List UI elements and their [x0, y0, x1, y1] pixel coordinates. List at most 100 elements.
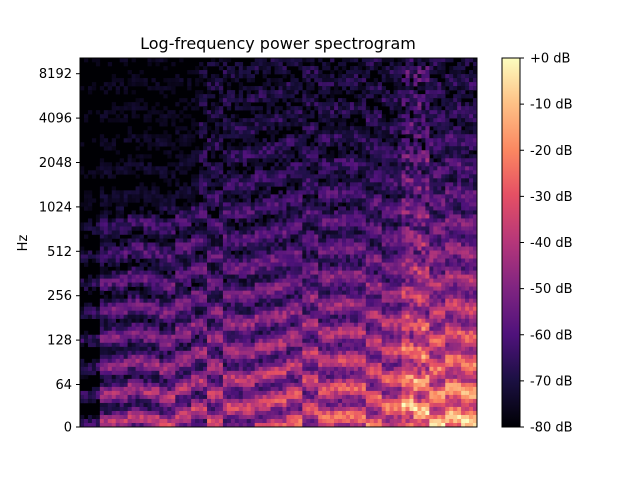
heatmap-cell: [266, 226, 271, 231]
heatmap-cell: [99, 222, 105, 227]
heatmap-cell: [226, 374, 232, 380]
heatmap-cell: [238, 326, 244, 332]
heatmap-cell: [322, 310, 327, 315]
heatmap-cell: [306, 94, 311, 99]
heatmap-cell: [250, 366, 255, 372]
heatmap-cell: [302, 242, 307, 247]
heatmap-cell: [250, 354, 255, 360]
heatmap-cell: [274, 418, 279, 424]
heatmap-cell: [266, 386, 271, 392]
heatmap-cell: [175, 218, 180, 223]
heatmap-cell: [211, 198, 216, 203]
heatmap-cell: [298, 394, 303, 400]
heatmap-cell: [99, 278, 105, 283]
heatmap-cell: [330, 294, 335, 299]
heatmap-cell: [183, 170, 188, 175]
heatmap-cell: [218, 86, 224, 91]
heatmap-cell: [155, 394, 160, 400]
heatmap-cell: [254, 170, 259, 175]
heatmap-cell: [135, 366, 140, 372]
heatmap-cell: [99, 386, 105, 392]
heatmap-cell: [298, 194, 303, 199]
heatmap-cell: [238, 246, 244, 251]
heatmap-cell: [123, 114, 128, 119]
heatmap-cell: [286, 298, 291, 303]
heatmap-cell: [322, 286, 327, 291]
heatmap-cell: [214, 262, 220, 267]
heatmap-cell: [234, 310, 240, 315]
heatmap-cell: [254, 162, 259, 167]
heatmap-cell: [338, 142, 343, 147]
heatmap-cell: [278, 366, 283, 372]
heatmap-cell: [270, 370, 275, 376]
heatmap-cell: [326, 338, 331, 344]
heatmap-cell: [226, 174, 232, 179]
heatmap-cell: [314, 386, 319, 392]
heatmap-cell: [163, 290, 168, 295]
heatmap-cell: [107, 330, 113, 336]
heatmap-cell: [211, 170, 216, 175]
heatmap-cell: [107, 162, 113, 167]
heatmap-cell: [266, 390, 271, 396]
heatmap-cell: [131, 282, 136, 287]
heatmap-cell: [306, 274, 311, 279]
heatmap-cell: [258, 250, 263, 255]
heatmap-cell: [322, 210, 327, 215]
heatmap-cell: [230, 378, 236, 384]
heatmap-cell: [298, 210, 303, 215]
heatmap-cell: [226, 414, 232, 420]
heatmap-cell: [139, 366, 144, 372]
heatmap-cell: [214, 282, 220, 287]
heatmap-cell: [238, 106, 244, 111]
heatmap-cell: [326, 158, 331, 163]
heatmap-cell: [294, 210, 299, 215]
heatmap-cell: [226, 342, 232, 348]
heatmap-cell: [286, 390, 291, 396]
heatmap-cell: [87, 86, 93, 91]
heatmap-cell: [195, 322, 200, 328]
heatmap-cell: [87, 422, 93, 427]
heatmap-cell: [111, 414, 117, 420]
heatmap-cell: [278, 114, 283, 119]
heatmap-cell: [226, 294, 232, 299]
heatmap-cell: [322, 86, 327, 91]
heatmap-cell: [242, 366, 248, 372]
heatmap-cell: [286, 358, 291, 364]
heatmap-cell: [143, 138, 148, 143]
heatmap-cell: [338, 226, 343, 231]
heatmap-cell: [266, 90, 271, 95]
heatmap-cell: [342, 222, 347, 227]
heatmap-cell: [238, 74, 244, 79]
heatmap-cell: [338, 282, 343, 287]
heatmap-cell: [230, 266, 236, 271]
heatmap-cell: [254, 338, 259, 344]
heatmap-cell: [218, 94, 224, 99]
heatmap-cell: [159, 386, 164, 392]
heatmap-cell: [306, 66, 311, 71]
heatmap-cell: [222, 362, 228, 368]
heatmap-cell: [314, 242, 319, 247]
heatmap-cell: [115, 326, 120, 332]
heatmap-cell: [147, 342, 152, 348]
heatmap-cell: [214, 130, 220, 135]
heatmap-cell: [147, 410, 152, 416]
heatmap-cell: [199, 206, 204, 211]
heatmap-cell: [270, 290, 275, 295]
heatmap-cell: [226, 274, 232, 279]
heatmap-cell: [290, 94, 295, 99]
heatmap-cell: [203, 170, 208, 175]
heatmap-cell: [155, 382, 160, 388]
heatmap-cell: [342, 158, 347, 163]
heatmap-cell: [278, 394, 283, 400]
heatmap-cell: [330, 266, 335, 271]
heatmap-cell: [274, 342, 279, 348]
heatmap-cell: [179, 98, 184, 103]
heatmap-cell: [218, 382, 224, 388]
heatmap-cell: [139, 354, 144, 360]
heatmap-cell: [111, 138, 117, 143]
heatmap-cell: [326, 66, 331, 71]
heatmap-cell: [214, 330, 220, 336]
heatmap-cell: [250, 290, 255, 295]
heatmap-cell: [127, 362, 132, 368]
heatmap-cell: [310, 226, 315, 231]
